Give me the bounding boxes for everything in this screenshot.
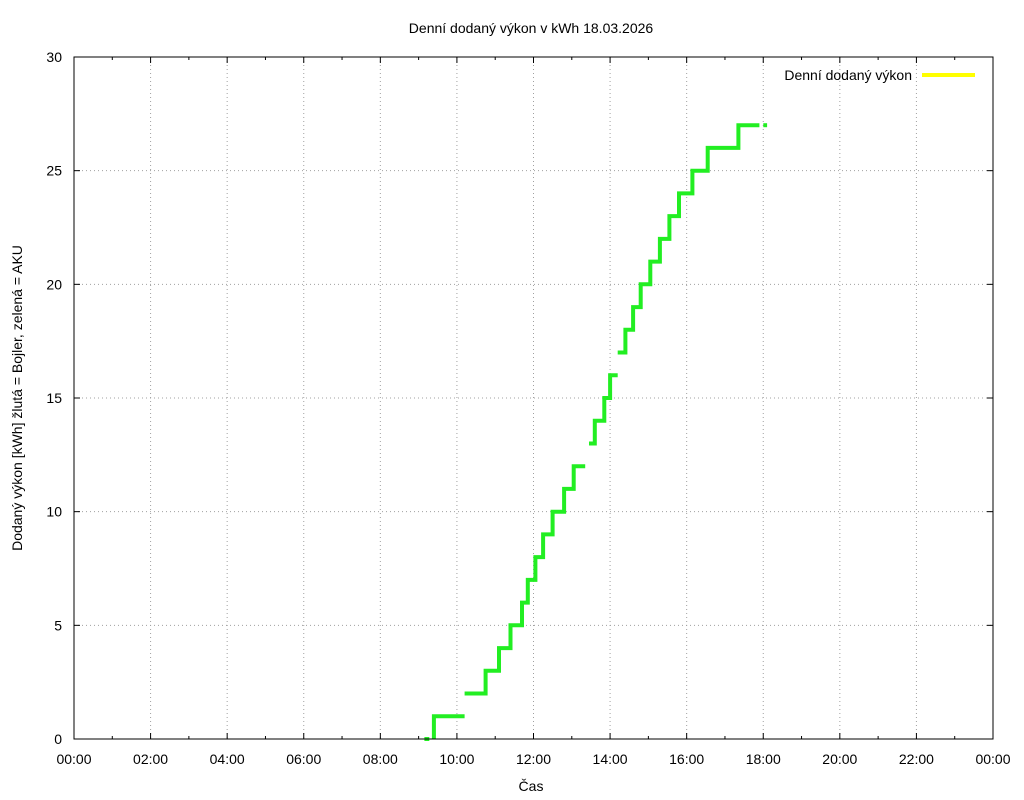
legend: Denní dodaný výkon bbox=[784, 67, 975, 83]
y-tick-label: 15 bbox=[46, 390, 62, 406]
y-tick-label: 25 bbox=[46, 163, 62, 179]
x-tick-label: 08:00 bbox=[363, 751, 398, 767]
y-tick-label: 20 bbox=[46, 276, 62, 292]
y-tick-label: 5 bbox=[54, 617, 62, 633]
x-axis-label: Čas bbox=[519, 778, 544, 794]
y-tick-labels: 0 5 10 15 20 25 30 bbox=[46, 49, 62, 747]
y-tick-label: 0 bbox=[54, 731, 62, 747]
legend-label: Denní dodaný výkon bbox=[784, 67, 912, 83]
x-tick-label: 00:00 bbox=[975, 751, 1010, 767]
chart-title: Denní dodaný výkon v kWh 18.03.2026 bbox=[409, 20, 654, 36]
y-tick-label: 10 bbox=[46, 504, 62, 520]
x-tick-label: 18:00 bbox=[746, 751, 781, 767]
x-tick-label: 06:00 bbox=[286, 751, 321, 767]
y-tick-label: 30 bbox=[46, 49, 62, 65]
series-layer bbox=[424, 123, 768, 741]
x-tick-label: 00:00 bbox=[56, 751, 91, 767]
series-line bbox=[617, 123, 760, 355]
plot-frame bbox=[73, 56, 994, 740]
series-line bbox=[589, 373, 618, 446]
x-tick-label: 16:00 bbox=[669, 751, 704, 767]
x-tick-label: 14:00 bbox=[593, 751, 628, 767]
x-tick-label: 20:00 bbox=[822, 751, 857, 767]
y-axis-label: Dodaný výkon [kWh] žlutá = Bojler, zelen… bbox=[9, 245, 25, 551]
x-tick-label: 02:00 bbox=[133, 751, 168, 767]
series-line bbox=[464, 464, 586, 696]
x-tick-label: 22:00 bbox=[899, 751, 934, 767]
x-tick-label: 04:00 bbox=[210, 751, 245, 767]
x-tick-label: 12:00 bbox=[516, 751, 551, 767]
x-tick-label: 10:00 bbox=[439, 751, 474, 767]
axis-ticks bbox=[73, 56, 994, 740]
x-tick-labels: 00:00 02:00 04:00 06:00 08:00 10:00 12:00 14:00… bbox=[56, 751, 1010, 767]
series-line bbox=[431, 714, 465, 739]
